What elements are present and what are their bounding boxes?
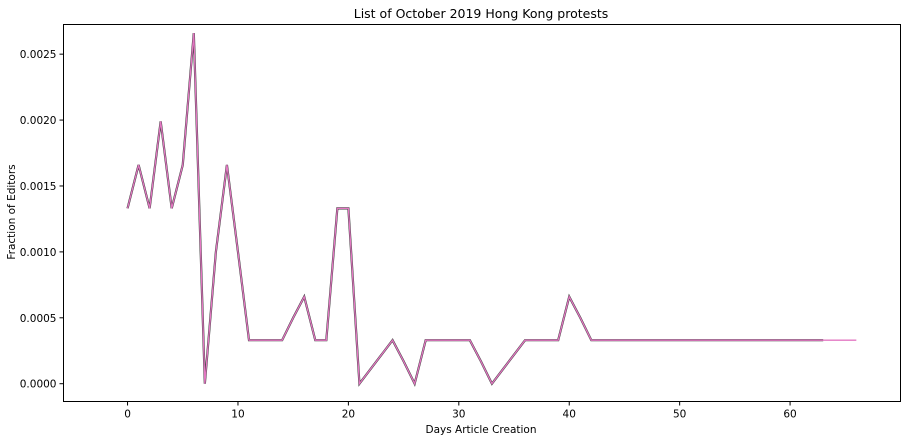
- y-tick-label: 0.0000: [20, 379, 57, 391]
- x-tick-label: 0: [124, 409, 131, 421]
- y-tick-label: 0.0005: [20, 313, 57, 325]
- x-tick-label: 10: [231, 409, 244, 421]
- x-tick-label: 30: [452, 409, 465, 421]
- x-tick-label: 20: [342, 409, 355, 421]
- y-tick-label: 0.0015: [20, 181, 57, 193]
- y-tick-label: 0.0010: [20, 247, 57, 259]
- y-axis: 0.0000 0.0005 0.0010 0.0015 0.0020 0.0025: [20, 49, 64, 391]
- x-tick-label: 40: [563, 409, 576, 421]
- series-layer: [126, 32, 857, 387]
- series-line-2: [126, 33, 857, 386]
- x-tick-label: 60: [783, 409, 796, 421]
- y-axis-label: Fraction of Editors: [6, 164, 18, 259]
- x-axis-label: Days Article Creation: [426, 424, 537, 436]
- x-axis: 0 10 20 30 40 50 60: [124, 401, 797, 421]
- plot-area: [63, 24, 901, 402]
- y-tick-label: 0.0020: [20, 115, 57, 127]
- y-tick-label: 0.0025: [20, 49, 57, 61]
- x-tick-label: 50: [673, 409, 686, 421]
- chart-title: List of October 2019 Hong Kong protests: [354, 6, 609, 21]
